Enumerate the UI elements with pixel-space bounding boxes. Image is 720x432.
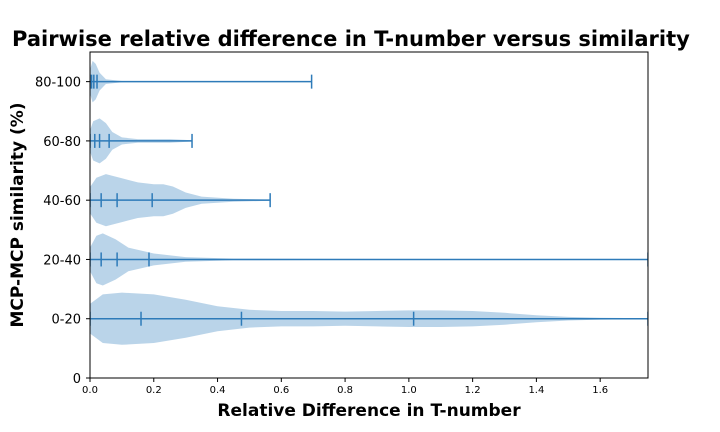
x-tick-label: 1.0	[401, 385, 417, 396]
y-tick-label: 20-40	[43, 253, 81, 268]
y-axis-label: MCP-MCP similarity (%)	[8, 102, 28, 327]
x-axis: 0.0 0.2 0.4 0.6 0.8 1.0 1.2 1.4 1.6	[82, 378, 608, 396]
x-axis-label: Relative Difference in T-number	[217, 401, 521, 421]
y-tick-label: 40-60	[43, 194, 81, 209]
x-tick-label: 0.2	[146, 385, 162, 396]
x-tick-label: 1.4	[528, 385, 544, 396]
y-axis: 0 0-20 20-40 40-60 60-80 80-100	[35, 76, 90, 387]
y-tick-label: 80-100	[35, 76, 81, 91]
x-tick-label: 1.2	[465, 385, 481, 396]
x-tick-label: 0.4	[210, 385, 226, 396]
x-tick-label: 1.6	[592, 385, 608, 396]
x-tick-label: 0.8	[337, 385, 353, 396]
x-tick-label: 0.6	[273, 385, 289, 396]
x-tick-label: 0.0	[82, 385, 98, 396]
axes-frame	[89, 51, 649, 379]
y-tick-label: 0-20	[51, 313, 81, 328]
y-tick-label: 0	[73, 372, 81, 387]
plot-area	[90, 60, 648, 345]
chart-title: Pairwise relative difference in T-number…	[12, 27, 690, 51]
y-tick-label: 60-80	[43, 135, 81, 150]
